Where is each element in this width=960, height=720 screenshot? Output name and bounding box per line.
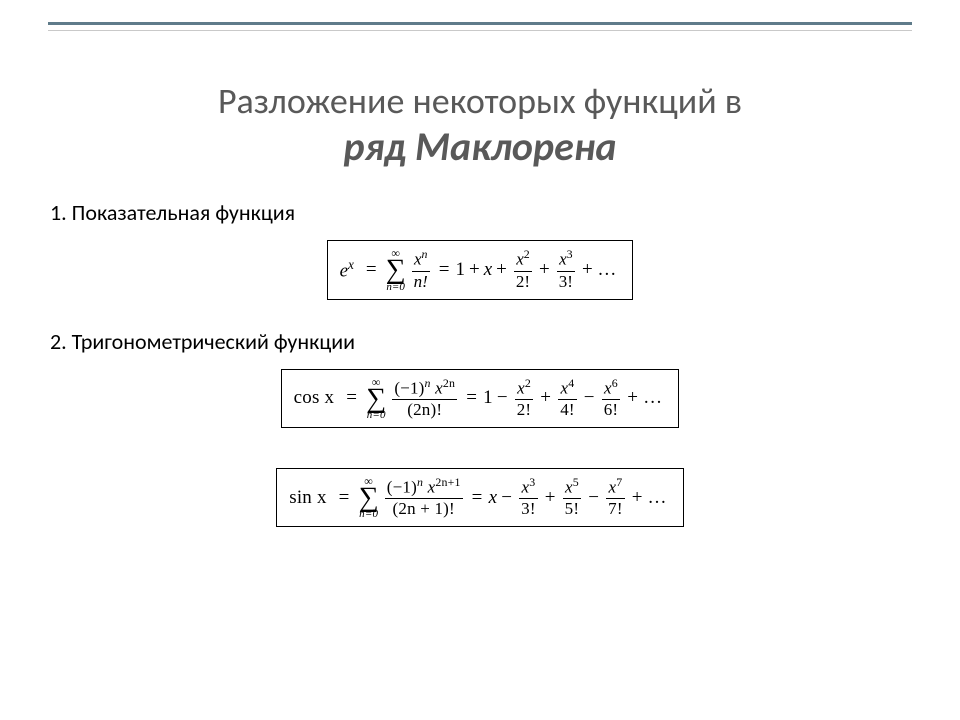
- cos-lead: 1: [483, 387, 493, 409]
- cos-summand-frac: (−1)n x2n (2n)!: [392, 377, 457, 420]
- horizontal-rule-accent: [48, 22, 912, 25]
- sin-frac-1: x33!: [519, 476, 538, 519]
- exp-lhs-base: e: [340, 261, 348, 282]
- title-line-2: ряд Маклорена: [50, 123, 910, 171]
- formula-cos: cos x = ∞ ∑ n=0 (−1)n x2n (2n)! = 1 −: [281, 369, 680, 428]
- exp-sigma-lower: n=0: [386, 282, 404, 293]
- cos-frac-1: x22!: [515, 377, 534, 420]
- sin-trail: + …: [632, 487, 667, 509]
- section-1-label: 1. Показательная функция: [50, 199, 910, 226]
- sin-frac-2: x55!: [563, 476, 582, 519]
- exp-term-0: 1: [456, 259, 466, 281]
- exp-trail: + …: [582, 259, 616, 281]
- exp-term-1: x: [484, 259, 492, 281]
- cos-frac-3: x66!: [602, 377, 621, 420]
- sigma-icon: ∞ ∑ n=0: [359, 475, 379, 520]
- formula-cos-wrap: cos x = ∞ ∑ n=0 (−1)n x2n (2n)! = 1 −: [50, 369, 910, 428]
- slide-body: 1. Показательная функция ex = ∞ ∑ n=0 xn…: [50, 199, 910, 527]
- exp-frac-2: x3 3!: [557, 248, 575, 291]
- exp-frac-1: x2 2!: [514, 248, 532, 291]
- sin-lhs: sin x: [289, 487, 326, 509]
- sigma-icon: ∞ ∑ n=0: [366, 376, 386, 421]
- title-line-1: Разложение некоторых функций в: [50, 80, 910, 123]
- cos-trail: + …: [627, 387, 662, 409]
- formula-exp: ex = ∞ ∑ n=0 xn n! = 1 + x: [327, 240, 634, 299]
- formula-exp-wrap: ex = ∞ ∑ n=0 xn n! = 1 + x: [50, 240, 910, 299]
- formula-sin-wrap: sin x = ∞ ∑ n=0 (−1)n x2n+1 (2n + 1)! = …: [50, 468, 910, 527]
- cos-frac-2: x44!: [558, 377, 577, 420]
- slide-title: Разложение некоторых функций в ряд Макло…: [50, 80, 910, 171]
- sigma-icon: ∞ ∑ n=0: [386, 247, 406, 292]
- sin-summand-frac: (−1)n x2n+1 (2n + 1)!: [385, 476, 463, 519]
- formula-sin: sin x = ∞ ∑ n=0 (−1)n x2n+1 (2n + 1)! = …: [276, 468, 684, 527]
- horizontal-rule-light: [48, 30, 912, 31]
- section-2-label: 2. Тригонометрический функции: [50, 328, 910, 355]
- cos-lhs: cos x: [294, 387, 335, 409]
- slide: Разложение некоторых функций в ряд Макло…: [0, 0, 960, 720]
- sin-frac-3: x77!: [606, 476, 625, 519]
- sin-lead: x: [489, 487, 498, 509]
- exp-summand-frac: xn n!: [412, 248, 430, 291]
- exp-lhs-sup: x: [348, 257, 354, 272]
